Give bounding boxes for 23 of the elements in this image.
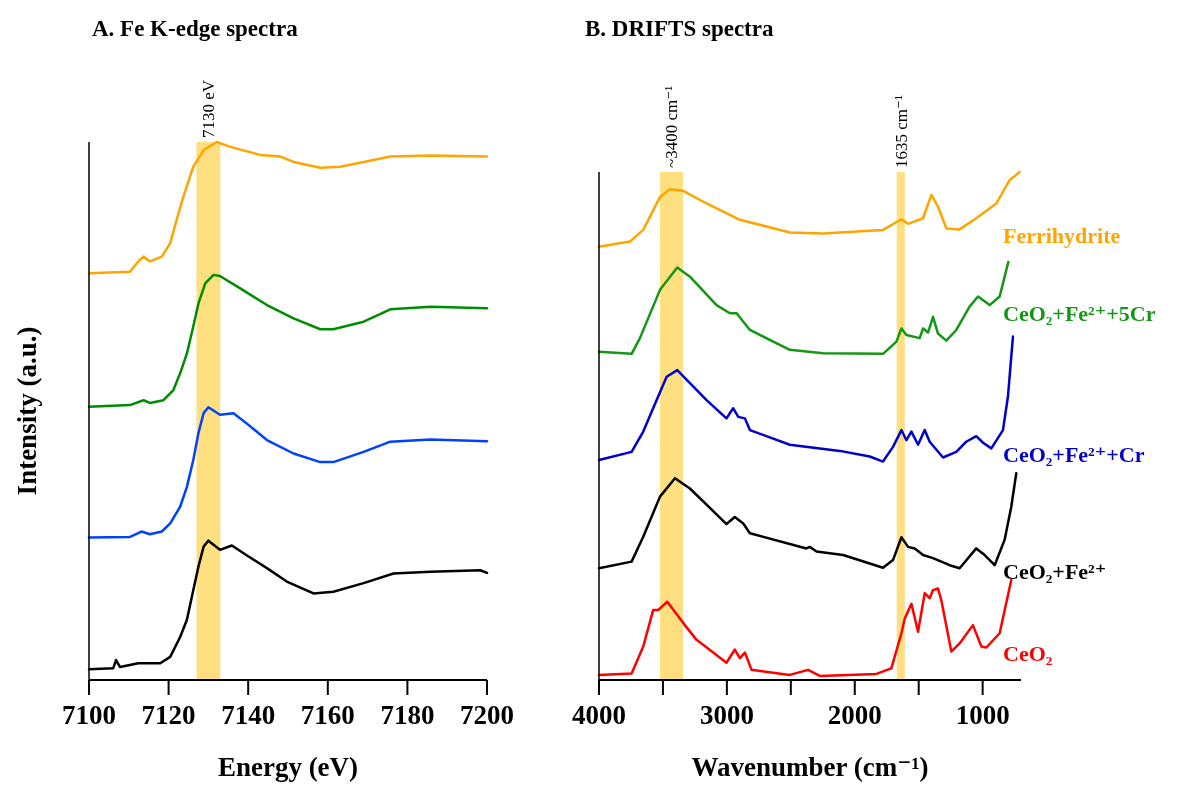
band-label: ~3400 cm⁻¹ (662, 85, 682, 168)
x-tick-label: 4000 (572, 700, 626, 730)
chart-title: B. DRIFTS spectra (585, 16, 774, 41)
series-label: Ferrihydrite (1003, 223, 1121, 249)
band-label: 1635 cm⁻¹ (891, 94, 911, 168)
series-label: CeO₂+Fe²⁺+Cr (1003, 442, 1145, 468)
x-axis-title: Energy (eV) (217, 752, 359, 782)
x-tick-label: 7100 (62, 700, 116, 730)
x-tick-label: 2000 (827, 700, 882, 730)
series-label: CeO₂+Fe²⁺ (1003, 559, 1107, 585)
series-label: CeO₂ (1003, 641, 1053, 667)
x-tick-label: 7140 (221, 700, 276, 730)
chart-title: A. Fe K-edge spectra (92, 16, 299, 41)
x-tick-label: 7120 (141, 700, 196, 730)
x-tick-label: 7160 (300, 700, 355, 730)
series-label: CeO₂+Fe²⁺+5Cr (1003, 300, 1156, 326)
x-tick-label: 7200 (460, 700, 514, 730)
x-tick-label: 7180 (380, 700, 435, 730)
x-axis-title: Wavenumber (cm⁻¹) (691, 752, 929, 782)
y-axis-title: Intensity (a.u.) (12, 326, 42, 496)
x-tick-label: 1000 (955, 700, 1010, 730)
band-label: 7130 eV (199, 79, 219, 138)
x-tick-label: 3000 (699, 700, 754, 730)
